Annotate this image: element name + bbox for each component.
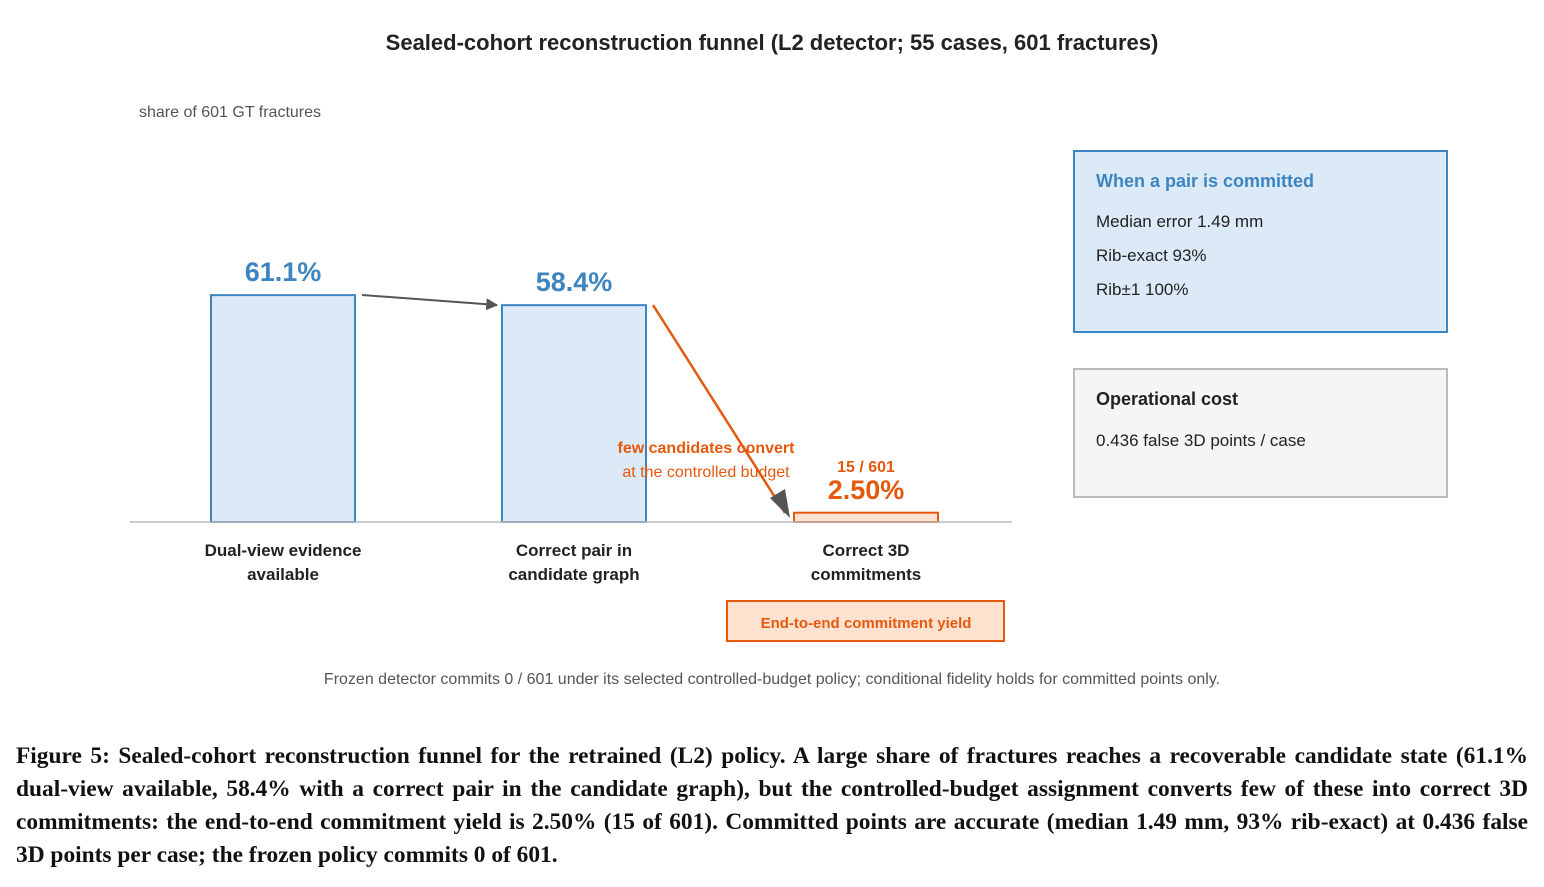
committed-line-3: Rib±1 100%	[1096, 280, 1189, 299]
cost-panel-title: Operational cost	[1096, 389, 1238, 409]
committed-panel	[1073, 150, 1448, 333]
category-label-dual-view-1: Dual-view evidence	[205, 541, 362, 560]
committed-line-2: Rib-exact 93%	[1096, 246, 1207, 265]
value-label-correct-pair: 58.4%	[536, 267, 613, 297]
annotation-line-1: few candidates convert	[618, 440, 796, 457]
yield-label: End-to-end commitment yield	[761, 615, 972, 632]
category-label-dual-view-2: available	[247, 565, 319, 584]
bars-layer: 61.1% 58.4% 2.50%	[210, 257, 939, 524]
category-label-correct-3d-2: commitments	[811, 565, 922, 584]
drop-arrow	[651, 304, 787, 514]
bar-correct-3d	[793, 511, 939, 524]
cost-panel	[1073, 368, 1448, 498]
annotation-line-2: at the controlled budget	[622, 464, 790, 481]
count-label: 15 / 601	[837, 459, 895, 476]
bar-correct-pair	[501, 304, 647, 523]
value-label-dual-view: 61.1%	[245, 257, 322, 287]
category-labels: Dual-view evidence available Correct pair …	[205, 541, 922, 584]
y-axis-label: share of 601 GT fractures	[139, 104, 321, 121]
flow-arrow-1	[361, 294, 499, 311]
drop-arrow-head	[770, 489, 790, 518]
category-label-correct-pair-2: candidate graph	[508, 565, 639, 584]
cost-line-1: 0.436 false 3D points / case	[1096, 431, 1306, 450]
yield-box	[726, 600, 1005, 642]
category-label-correct-3d-1: Correct 3D	[823, 541, 910, 560]
chart-title: Sealed-cohort reconstruction funnel (L2 …	[386, 30, 1159, 55]
value-label-correct-3d: 2.50%	[828, 475, 905, 505]
funnel-chart: Sealed-cohort reconstruction funnel (L2 …	[130, 30, 1448, 688]
figure-caption: Figure 5: Sealed-cohort reconstruction f…	[16, 743, 1528, 868]
category-label-correct-pair-1: Correct pair in	[516, 541, 632, 560]
committed-panel-title: When a pair is committed	[1096, 171, 1314, 191]
bar-dual-view	[210, 294, 356, 524]
footnote: Frozen detector commits 0 / 601 under it…	[324, 671, 1220, 688]
committed-line-1: Median error 1.49 mm	[1096, 212, 1263, 231]
